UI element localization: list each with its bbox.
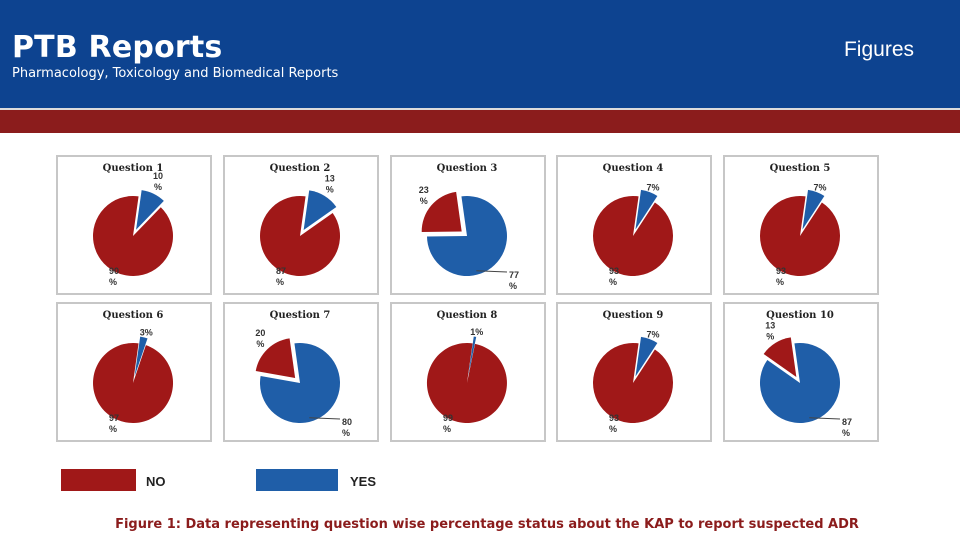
leader-line: [309, 417, 341, 420]
pie-slice-yes: [759, 343, 840, 424]
label-yes: 13%: [325, 173, 335, 194]
legend-label-yes: YES: [350, 474, 376, 489]
label-yes: 7%: [814, 183, 827, 193]
legend-swatch-yes: [256, 469, 338, 491]
pie-slice-yes: [260, 343, 341, 424]
journal-brand: PTB Reports: [12, 30, 223, 65]
panel-title: Question 1: [103, 163, 164, 174]
pie-slice-yes: [427, 196, 507, 277]
label-no: 99%: [443, 413, 453, 434]
pie-slice-no: [255, 338, 296, 378]
pie-slice-yes: [136, 190, 164, 230]
journal-subtitle: Pharmacology, Toxicology and Biomedical …: [12, 66, 339, 81]
label-no: 97%: [109, 413, 119, 434]
pie-panel-8: Question 8 1% 99%: [390, 302, 546, 442]
figure-caption: Figure 1: Data representing question wis…: [115, 517, 859, 532]
panel-title: Question 2: [270, 163, 331, 174]
legend-swatch-no: [61, 469, 136, 491]
legend-label-no: NO: [146, 474, 166, 489]
leader-line: [476, 270, 508, 273]
pie-slice-no: [93, 196, 174, 277]
panel-title: Question 8: [437, 310, 498, 321]
label-no: 93%: [609, 266, 619, 287]
label-no: 93%: [776, 266, 786, 287]
pie-slice-yes: [802, 189, 825, 230]
pie-panel-1: Question 110 % 90%: [56, 155, 212, 295]
accent-band: [0, 110, 960, 133]
label-yes: 80%: [342, 417, 352, 438]
pie-slice-no: [93, 343, 174, 424]
pie-panel-3: Question 3 23 % 77%: [390, 155, 546, 295]
pie-slice-yes: [134, 336, 148, 377]
pie-slice-no: [592, 342, 673, 423]
label-yes: 3%: [140, 328, 153, 338]
label-yes: 87%: [842, 417, 852, 438]
pie-slice-yes: [303, 190, 337, 231]
chart-legend: NO YES: [61, 469, 376, 491]
pie-slice-no: [426, 342, 507, 423]
pie-panel-6: Question 6 3% 97%: [56, 302, 212, 442]
pie-slice-yes: [635, 336, 658, 377]
pie-panel-4: Question 4 7% 93%: [556, 155, 712, 295]
journal-header: PTB Reports Pharmacology, Toxicology and…: [0, 0, 960, 108]
panel-title: Question 7: [270, 310, 331, 321]
pie-panel-7: Question 7 20 % 80%: [223, 302, 379, 442]
pie-panel-9: Question 9 7% 93%: [556, 302, 712, 442]
label-yes: 7%: [647, 183, 660, 193]
panel-title: Question 5: [770, 163, 831, 174]
panel-title: Question 6: [103, 310, 164, 321]
leader-line: [809, 417, 841, 420]
section-title: Figures: [843, 38, 914, 61]
label-no: 93%: [609, 413, 619, 434]
label-no: 20%: [255, 328, 265, 349]
panel-title: Question 10: [766, 310, 834, 321]
label-no: 23%: [419, 185, 429, 206]
header-divider: [0, 108, 960, 110]
pie-slice-no: [260, 196, 341, 277]
pie-slice-yes: [635, 189, 658, 230]
pie-panel-5: Question 5 7% 93%: [723, 155, 879, 295]
label-no: 87%: [276, 266, 286, 287]
label-yes: 7%: [647, 330, 660, 340]
panel-title: Question 3: [437, 163, 498, 174]
label-yes: 77%: [509, 270, 519, 291]
label-yes: 1%: [470, 327, 483, 337]
pie-slice-no: [763, 337, 797, 378]
label-yes: 10%: [153, 171, 163, 192]
pie-slice-no: [759, 195, 840, 276]
pie-panel-2: Question 213 % 87%: [223, 155, 379, 295]
panel-title: Question 9: [603, 310, 664, 321]
label-no: 13%: [765, 320, 775, 341]
pie-slice-yes: [468, 336, 477, 377]
label-no: 90%: [109, 266, 119, 287]
panel-title: Question 4: [603, 163, 664, 174]
pie-slice-no: [592, 195, 673, 276]
pie-slice-no: [421, 191, 462, 232]
